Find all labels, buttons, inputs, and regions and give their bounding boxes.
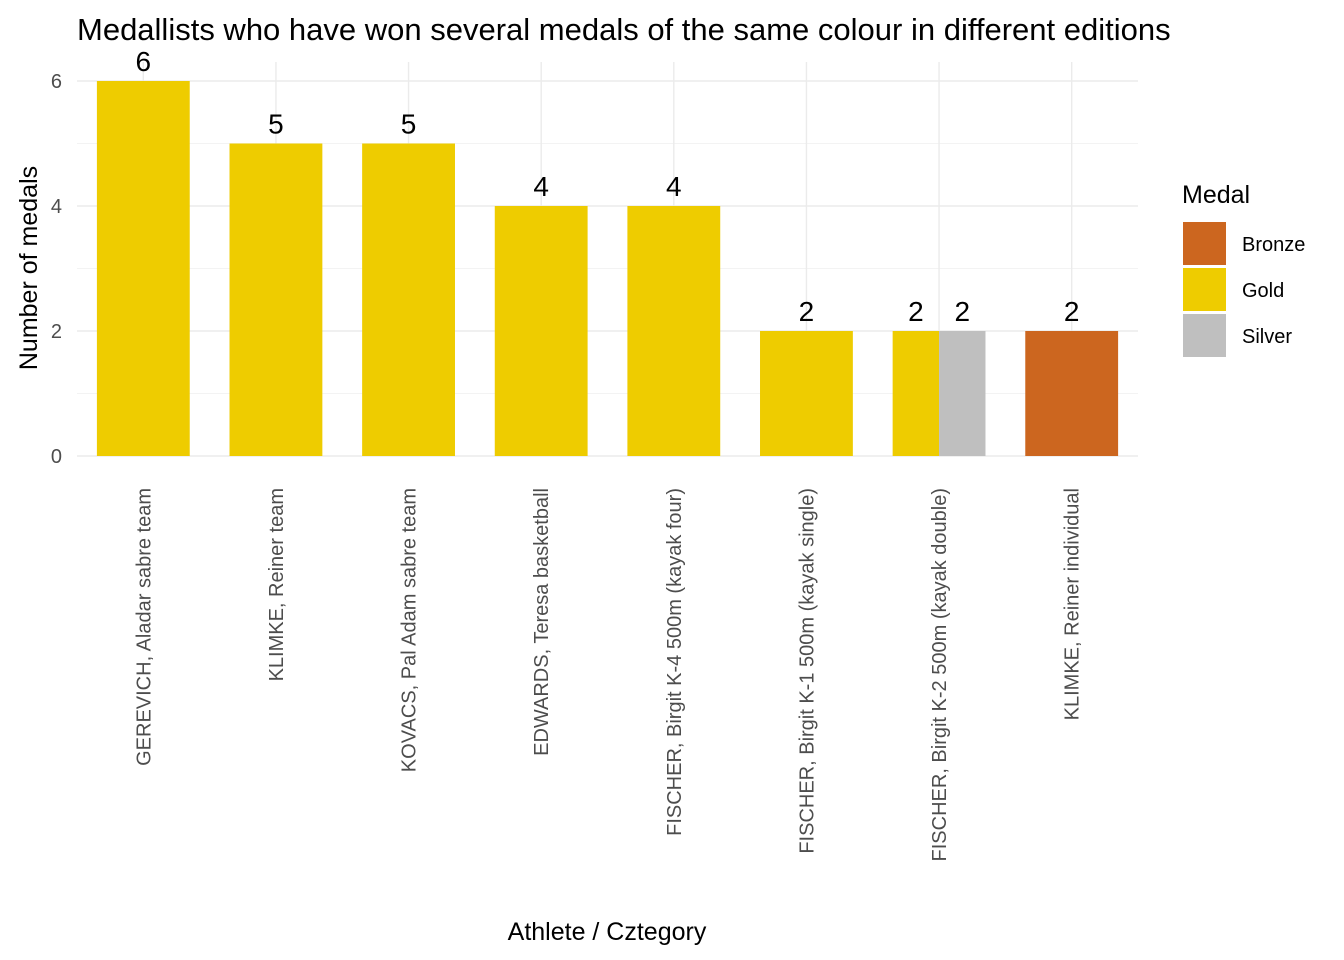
bar-gold <box>96 81 190 456</box>
bar-value-label: 4 <box>666 171 682 202</box>
legend-label-gold: Gold <box>1242 280 1284 302</box>
x-tick-label: FISCHER, Birgit K-4 500m (kayak four) <box>664 488 686 836</box>
y-tick-label: 6 <box>51 71 62 93</box>
bar-labels: 65 54 42 2 2 2 <box>136 46 1080 327</box>
x-tick-label: KOVACS, Pal Adam sabre team <box>399 488 421 772</box>
legend-label-silver: Silver <box>1242 326 1292 348</box>
bar-value-label: 6 <box>136 46 152 77</box>
bar-gold <box>494 206 588 456</box>
y-axis-ticks: 0 2 4 6 <box>51 71 62 468</box>
y-tick-label: 4 <box>51 196 62 218</box>
x-tick-label: EDWARDS, Teresa basketball <box>531 488 553 756</box>
y-tick-label: 2 <box>51 321 62 343</box>
y-tick-label: 0 <box>51 446 62 468</box>
bar-gold <box>892 331 940 456</box>
bar-value-label: 4 <box>533 171 549 202</box>
legend-label-bronze: Bronze <box>1242 234 1305 256</box>
x-tick-label: KLIMKE, Reiner team <box>266 488 288 681</box>
bar-gold <box>627 206 721 456</box>
chart-title: Medallists who have won several medals o… <box>77 12 1171 47</box>
bar-value-label: 2 <box>908 296 924 327</box>
bar-gold <box>760 331 853 456</box>
bar-value-label: 5 <box>401 109 417 140</box>
legend-swatch-gold <box>1183 268 1226 311</box>
x-tick-label: FISCHER, Birgit K-1 500m (kayak single) <box>796 488 818 854</box>
bar-gold <box>229 143 323 456</box>
bar-value-label: 2 <box>954 296 970 327</box>
x-tick-label: GEREVICH, Aladar sabre team <box>133 488 155 766</box>
legend-title: Medal <box>1182 181 1250 209</box>
x-axis-title: Athlete / Cztegory <box>508 918 707 946</box>
bar-value-label: 2 <box>799 296 815 327</box>
bars <box>96 81 1119 456</box>
x-axis-ticks: GEREVICH, Aladar sabre team KLIMKE, Reine… <box>133 488 1083 861</box>
bar-bronze <box>1025 331 1119 456</box>
legend: Medal Bronze Gold Silver <box>1182 181 1305 357</box>
bar-gold <box>362 143 455 456</box>
bar-silver <box>939 331 986 456</box>
x-tick-label: FISCHER, Birgit K-2 500m (kayak double) <box>929 488 951 861</box>
legend-swatch-silver <box>1183 314 1226 357</box>
y-axis-title: Number of medals <box>15 166 43 370</box>
bar-value-label: 5 <box>268 109 284 140</box>
x-tick-label: KLIMKE, Reiner individual <box>1062 488 1084 720</box>
bar-value-label: 2 <box>1064 296 1080 327</box>
legend-swatch-bronze <box>1183 222 1226 265</box>
